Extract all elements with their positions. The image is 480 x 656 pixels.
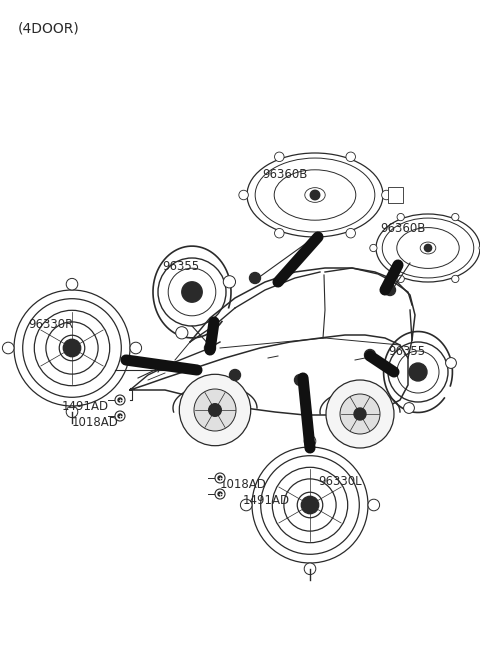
Circle shape — [180, 375, 251, 445]
Circle shape — [346, 228, 356, 238]
Ellipse shape — [420, 242, 436, 254]
Text: 96330L: 96330L — [318, 475, 361, 488]
FancyBboxPatch shape — [388, 188, 403, 203]
Circle shape — [115, 395, 125, 405]
Circle shape — [215, 473, 225, 483]
Circle shape — [240, 499, 252, 511]
Text: 96360B: 96360B — [380, 222, 425, 235]
Text: 96360B: 96360B — [262, 168, 307, 181]
Text: 96330R: 96330R — [28, 318, 73, 331]
Circle shape — [275, 228, 284, 238]
Circle shape — [66, 278, 78, 290]
Circle shape — [275, 152, 284, 161]
Circle shape — [310, 190, 320, 200]
Circle shape — [452, 276, 459, 283]
Circle shape — [346, 152, 356, 161]
Circle shape — [370, 245, 377, 252]
Circle shape — [409, 363, 427, 381]
Circle shape — [304, 436, 316, 447]
Circle shape — [326, 380, 394, 448]
Circle shape — [118, 398, 122, 402]
Text: 96355: 96355 — [388, 345, 425, 358]
Circle shape — [295, 375, 305, 386]
Circle shape — [397, 213, 404, 220]
Ellipse shape — [305, 188, 325, 202]
Circle shape — [182, 282, 202, 302]
Circle shape — [204, 342, 216, 354]
Text: 1491AD: 1491AD — [62, 400, 109, 413]
Circle shape — [115, 411, 125, 421]
Circle shape — [340, 394, 380, 434]
Circle shape — [209, 403, 221, 417]
Circle shape — [215, 489, 225, 499]
Circle shape — [301, 497, 319, 514]
Circle shape — [397, 276, 404, 283]
Circle shape — [130, 342, 142, 354]
Circle shape — [218, 476, 222, 480]
Circle shape — [364, 350, 375, 361]
Circle shape — [118, 414, 122, 418]
Text: 1018AD: 1018AD — [220, 478, 267, 491]
Circle shape — [404, 403, 414, 413]
Circle shape — [424, 245, 432, 252]
Text: 1491AD: 1491AD — [243, 494, 290, 507]
Circle shape — [304, 563, 316, 575]
Circle shape — [354, 408, 366, 420]
Circle shape — [250, 272, 261, 283]
Text: (4DOOR): (4DOOR) — [18, 22, 80, 36]
Text: 1018AD: 1018AD — [72, 416, 119, 429]
Circle shape — [384, 285, 396, 295]
Text: 96355: 96355 — [162, 260, 199, 273]
Circle shape — [368, 499, 380, 511]
Circle shape — [223, 276, 236, 288]
Circle shape — [445, 358, 456, 369]
Circle shape — [194, 389, 236, 431]
Circle shape — [176, 327, 188, 339]
Circle shape — [2, 342, 14, 354]
Circle shape — [66, 406, 78, 418]
Circle shape — [218, 492, 222, 496]
Circle shape — [229, 369, 240, 380]
Circle shape — [479, 245, 480, 252]
Circle shape — [452, 213, 459, 220]
Circle shape — [239, 190, 248, 200]
Circle shape — [382, 190, 391, 200]
Circle shape — [63, 339, 81, 357]
